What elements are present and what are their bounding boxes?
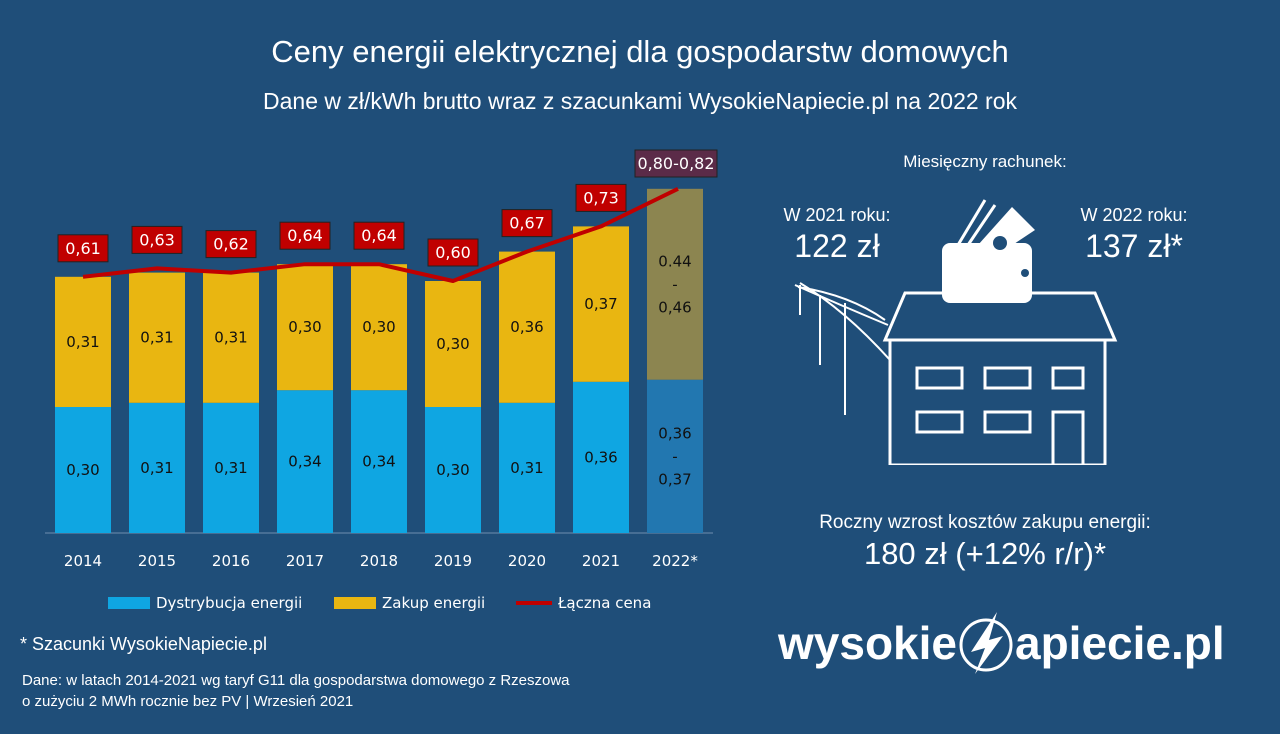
label-purchase: 0,30 — [362, 318, 395, 336]
x-tick-label: 2020 — [508, 552, 546, 570]
x-tick-label: 2017 — [286, 552, 324, 570]
total-price-label-box — [57, 234, 109, 263]
x-tick-label: 2015 — [138, 552, 176, 570]
year-2021-label: W 2021 roku: — [783, 205, 891, 225]
source-note-line2: o zużyciu 2 MWh rocznie bez PV | Wrzesie… — [22, 693, 354, 710]
house-icon — [882, 291, 1118, 465]
total-price-label-box — [501, 209, 553, 238]
label-purchase: 0.44 -0,46 — [658, 252, 691, 316]
bar-distribution-2020 — [499, 402, 555, 533]
legend-total: Łączna cena — [516, 594, 651, 612]
bar-purchase-2016 — [203, 272, 259, 403]
total-price-label-box — [279, 221, 331, 250]
total-price-label: 0,61 — [65, 239, 101, 258]
lightning-n-icon — [959, 612, 1013, 674]
total-price-line — [82, 187, 679, 283]
label-distribution: 0,31 — [140, 459, 173, 477]
house-wallet-illustration — [794, 199, 1118, 465]
bar-purchase-2015 — [129, 272, 185, 403]
legend-swatch-line — [516, 601, 552, 605]
bar-purchase-2022* — [647, 188, 703, 380]
bar-distribution-2017 — [277, 390, 333, 533]
label-distribution: 0,30 — [436, 461, 469, 479]
x-tick-label: 2016 — [212, 552, 250, 570]
footnote: * Szacunki WysokieNapiecie.pl — [20, 634, 267, 654]
label-purchase: 0,31 — [140, 329, 173, 347]
total-price-label-box — [205, 230, 257, 259]
total-price-label: 0,64 — [287, 226, 323, 245]
bar-purchase-2020 — [499, 251, 555, 403]
total-price-label: 0,80-0,82 — [637, 154, 714, 173]
wallet-icon — [942, 199, 1035, 303]
x-tick-label: 2019 — [434, 552, 472, 570]
bar-purchase-2014 — [55, 276, 111, 407]
legend-label: Zakup energii — [382, 594, 486, 612]
x-tick-label: 2022* — [652, 552, 698, 570]
label-distribution: 0,31 — [510, 459, 543, 477]
chart-subtitle: Dane w zł/kWh brutto wraz z szacunkami W… — [263, 88, 1017, 114]
power-line-icon — [794, 282, 891, 415]
total-price-label: 0,60 — [435, 243, 471, 262]
legend-label: Dystrybucja energii — [156, 594, 303, 612]
bar-distribution-2019 — [425, 407, 481, 533]
annual-increase-value: 180 zł (+12% r/r)* — [863, 536, 1107, 571]
total-price-label-box — [634, 149, 718, 178]
bar-distribution-2022* — [647, 379, 703, 533]
chart-title: Ceny energii elektrycznej dla gospodarst… — [271, 34, 1009, 69]
label-purchase: 0,37 — [584, 295, 617, 313]
legend-label: Łączna cena — [558, 594, 652, 612]
year-2022-value: 137 zł* — [1085, 228, 1183, 264]
label-purchase: 0,31 — [214, 329, 247, 347]
bar-chart: 0,30 0,31 2014 0,61 0,31 0,31 2015 0,63 0,31 0,31… — [45, 149, 718, 570]
label-purchase: 0,30 — [288, 318, 321, 336]
label-distribution: 0,34 — [362, 453, 395, 471]
bar-distribution-2015 — [129, 402, 185, 533]
legend-distribution: Dystrybucja energii — [108, 594, 302, 612]
total-price-label: 0,63 — [139, 230, 175, 249]
bar-purchase-2017 — [277, 264, 333, 391]
legend-swatch-yellow — [334, 597, 376, 609]
logo-text-right: apiecie.pl — [1015, 617, 1225, 669]
bar-purchase-2018 — [351, 264, 407, 391]
label-purchase: 0,31 — [66, 333, 99, 351]
total-price-label: 0,62 — [213, 235, 249, 254]
x-tick-label: 2014 — [64, 552, 102, 570]
total-price-label-box — [575, 183, 627, 212]
legend-swatch-blue — [108, 597, 150, 609]
label-distribution: 0,36 -0,37 — [658, 424, 691, 488]
label-purchase: 0,30 — [436, 335, 469, 353]
logo: wysokie apiecie.pl — [778, 612, 1225, 674]
x-tick-label: 2018 — [360, 552, 398, 570]
total-price-label: 0,73 — [583, 188, 619, 207]
bar-purchase-2019 — [425, 281, 481, 407]
label-distribution: 0,36 — [584, 448, 617, 466]
bar-distribution-2016 — [203, 402, 259, 533]
logo-text-left: wysokie — [778, 617, 957, 669]
bar-purchase-2021 — [573, 226, 629, 382]
label-distribution: 0,30 — [66, 461, 99, 479]
bar-distribution-2014 — [55, 407, 111, 533]
label-purchase: 0,36 — [510, 318, 543, 336]
monthly-bill-label: Miesięczny rachunek: — [903, 152, 1067, 171]
bar-distribution-2021 — [573, 381, 629, 533]
total-price-label-box — [427, 238, 479, 267]
total-price-label: 0,67 — [509, 214, 545, 233]
legend-purchase: Zakup energii — [334, 594, 485, 612]
year-2022-label: W 2022 roku: — [1080, 205, 1188, 225]
year-2021-value: 122 zł — [794, 228, 880, 264]
bar-distribution-2018 — [351, 390, 407, 533]
x-tick-label: 2021 — [582, 552, 620, 570]
total-price-label-box — [353, 221, 405, 250]
label-distribution: 0,34 — [288, 453, 321, 471]
annual-increase-label: Roczny wzrost kosztów zakupu energii: — [819, 512, 1151, 533]
label-distribution: 0,31 — [214, 459, 247, 477]
total-price-label-box — [131, 225, 183, 254]
source-note-line1: Dane: w latach 2014-2021 wg taryf G11 dl… — [22, 672, 570, 689]
total-price-label: 0,64 — [361, 226, 397, 245]
